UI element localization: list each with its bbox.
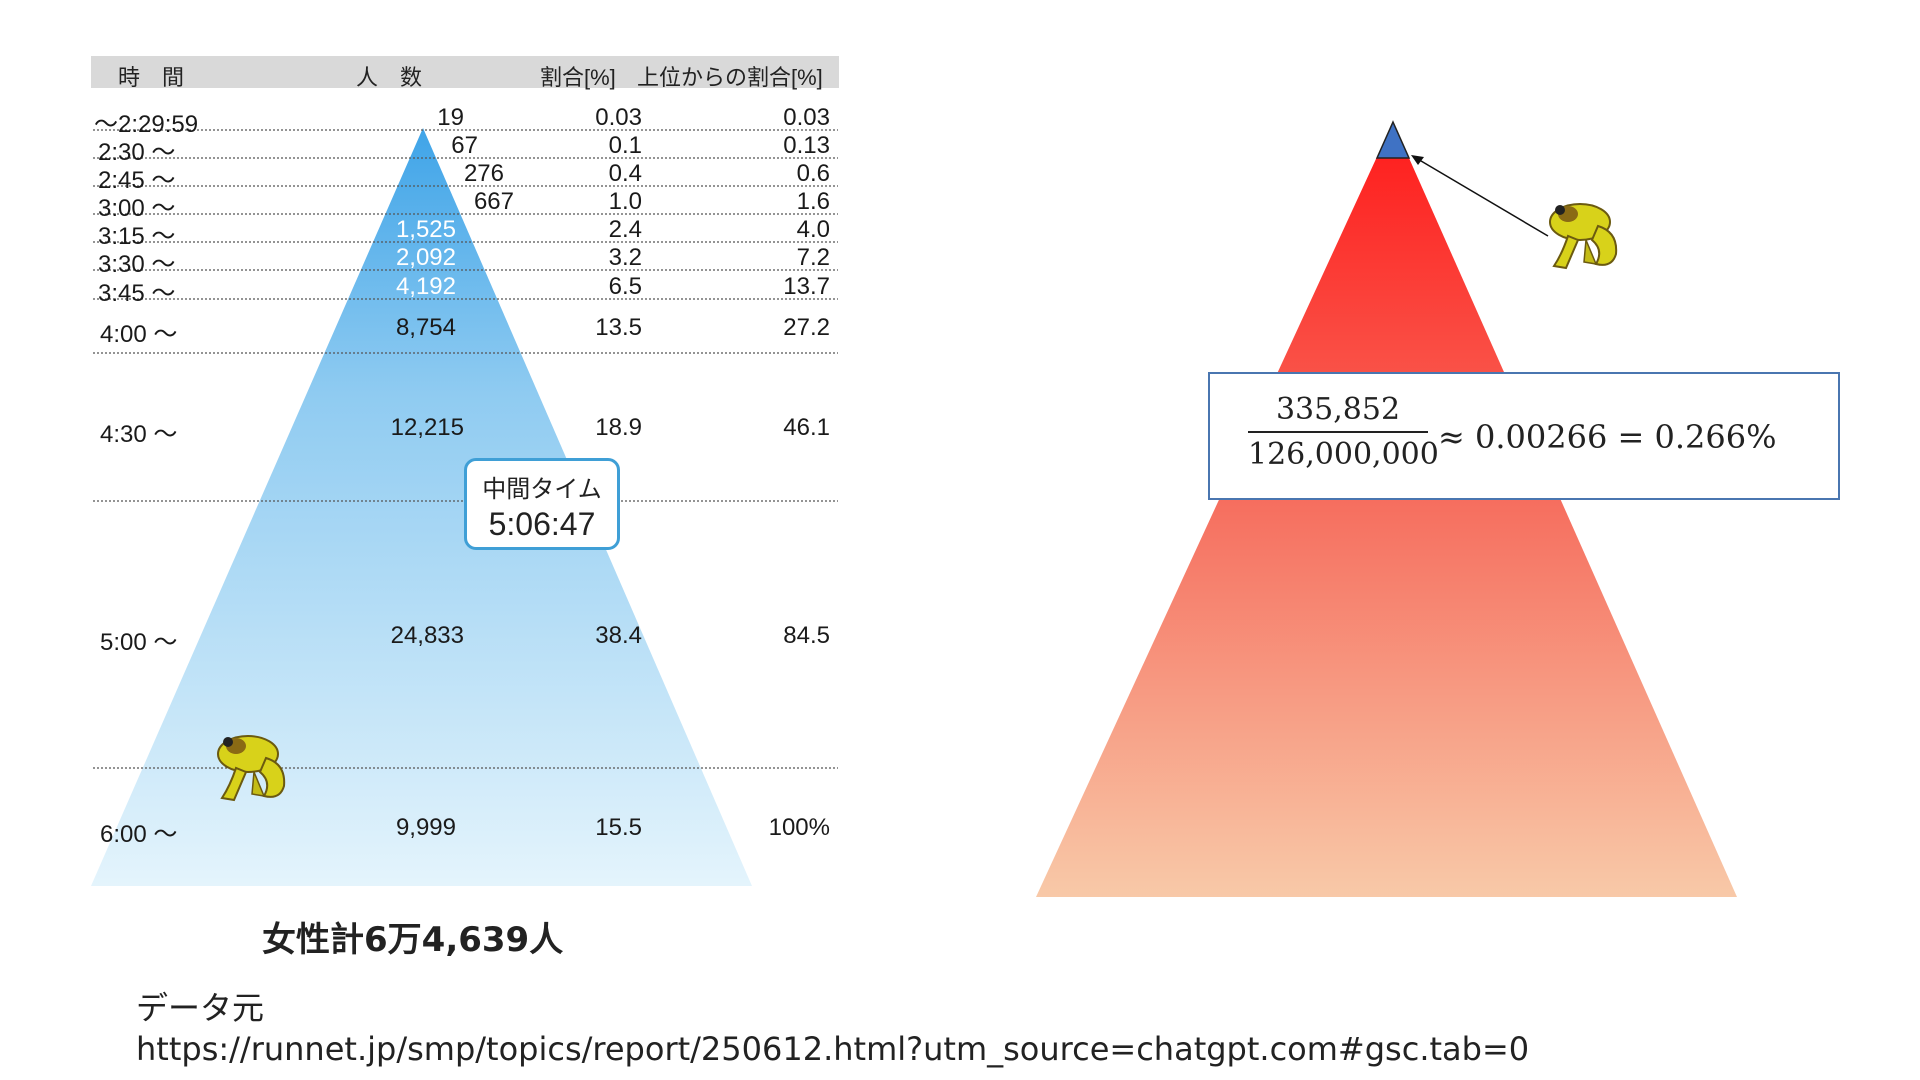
row-2-time: 2:45 ～ xyxy=(98,167,176,194)
row-10-count: 9,999 xyxy=(395,814,456,841)
row-9-time: 5:00 ～ xyxy=(100,629,178,656)
row-0-ratio: 0.03 xyxy=(595,104,642,131)
header-time: 時間 xyxy=(118,65,207,90)
header-count: 人数 xyxy=(356,65,445,90)
row-5-cumulative: 7.2 xyxy=(796,244,830,271)
header-cumulative: 上位からの割合[%] xyxy=(637,65,823,90)
row-4-ratio: 2.4 xyxy=(608,216,642,243)
row-9-cumulative: 84.5 xyxy=(783,622,830,649)
row-9-count: 24,833 xyxy=(390,622,464,649)
source-label: データ元 xyxy=(136,989,265,1027)
row-2-ratio: 0.4 xyxy=(608,160,642,187)
row-8-count: 12,215 xyxy=(390,414,464,441)
formula-result: ≈ 0.00266 = 0.266% xyxy=(1438,418,1777,456)
red-pyramid-diagram xyxy=(1036,120,1737,897)
row-6-cumulative: 13.7 xyxy=(783,273,830,300)
row-4-count: 1,525 xyxy=(395,216,456,243)
row-6-count: 4,192 xyxy=(395,273,456,300)
row-8-ratio: 18.9 xyxy=(595,414,642,441)
row-3-time: 3:00 ～ xyxy=(98,195,176,222)
row-3-cumulative: 1.6 xyxy=(796,188,830,215)
row-0-time: ～2:29:59 xyxy=(94,111,199,138)
row-3-ratio: 1.0 xyxy=(608,188,642,215)
row-1-ratio: 0.1 xyxy=(608,132,642,159)
row-6-time: 3:45 ～ xyxy=(98,280,176,307)
row-7-time: 4:00 ～ xyxy=(100,321,178,348)
formula-fraction: 335,852 126,000,000 xyxy=(1248,392,1439,472)
row-7-cumulative: 27.2 xyxy=(783,314,830,341)
row-8-cumulative: 46.1 xyxy=(783,414,830,441)
row-10-time: 6:00 ～ xyxy=(100,821,178,848)
row-7-ratio: 13.5 xyxy=(595,314,642,341)
row-3-count: 667 xyxy=(473,188,514,215)
row-10-cumulative: 100% xyxy=(768,814,830,841)
row-10-ratio: 15.5 xyxy=(595,814,642,841)
total-label: 女性計6万4,639人 xyxy=(262,920,564,960)
row-4-cumulative: 4.0 xyxy=(796,216,830,243)
row-6-ratio: 6.5 xyxy=(608,273,642,300)
row-4-time: 3:15 ～ xyxy=(98,223,176,250)
row-2-cumulative: 0.6 xyxy=(796,160,830,187)
pyramid-tip-marker xyxy=(1375,120,1411,159)
midtime-label: 中間タイム xyxy=(482,475,602,503)
red-pyramid-shape xyxy=(1036,122,1737,897)
row-2-count: 276 xyxy=(463,160,504,187)
frog-icon xyxy=(217,735,286,802)
row-5-time: 3:30 ～ xyxy=(98,251,176,278)
row-9-ratio: 38.4 xyxy=(595,622,642,649)
table-header-bar xyxy=(91,56,839,88)
row-1-cumulative: 0.13 xyxy=(783,132,830,159)
row-8-time: 4:30 ～ xyxy=(100,421,178,448)
row-7-count: 8,754 xyxy=(395,314,456,341)
formula-numerator: 335,852 xyxy=(1248,392,1428,433)
frog-icon-right xyxy=(1549,203,1618,270)
midtime-callout: 中間タイム 5:06:47 xyxy=(464,458,620,550)
formula-denominator: 126,000,000 xyxy=(1248,437,1439,472)
row-5-count: 2,092 xyxy=(395,244,456,271)
header-ratio: 割合[%] xyxy=(540,65,616,90)
row-1-count: 67 xyxy=(451,132,478,159)
midtime-value: 5:06:47 xyxy=(488,506,596,542)
formula-box: 335,852 126,000,000 ≈ 0.00266 = 0.266% xyxy=(1208,372,1840,500)
blue-pyramid-shape xyxy=(91,128,752,886)
source-url[interactable]: https://runnet.jp/smp/topics/report/2506… xyxy=(136,1030,1530,1068)
distribution-table-panel: 時間 人数 割合[%] 上位からの割合[%] ～2:29:59 19 0.03 xyxy=(0,0,900,1000)
pointer-arrow xyxy=(1411,155,1549,237)
row-5-ratio: 3.2 xyxy=(608,244,642,271)
row-0-count: 19 xyxy=(437,104,464,131)
row-0-cumulative: 0.03 xyxy=(783,104,830,131)
row-1-time: 2:30 ～ xyxy=(98,139,176,166)
